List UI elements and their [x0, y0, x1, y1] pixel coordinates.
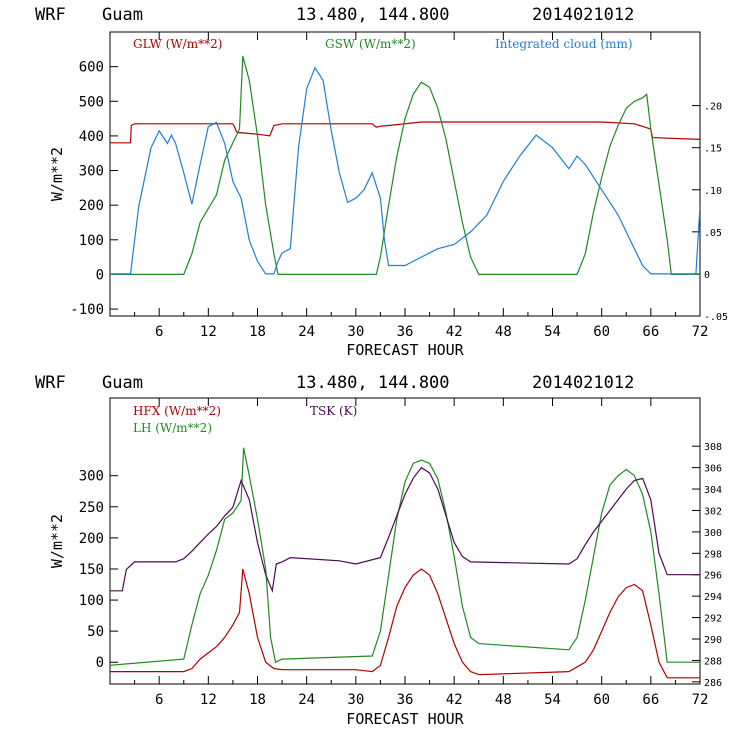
x-axis-label: FORECAST HOUR: [346, 710, 464, 728]
y2-tick-label: 306: [704, 464, 722, 475]
y-tick-label: 250: [79, 500, 104, 516]
y-axis-label: W/m**2: [48, 514, 66, 568]
y-tick-label: 200: [79, 198, 104, 214]
header-location: Guam: [102, 373, 143, 393]
x-tick-label: 18: [249, 692, 266, 708]
x-tick-label: 60: [593, 692, 610, 708]
y2-tick-label: 300: [704, 528, 722, 539]
y-tick-label: 100: [79, 593, 104, 609]
y2-tick-label: 308: [704, 442, 722, 453]
x-tick-label: 36: [397, 324, 414, 340]
top-panel: WRF Guam 13.480, 144.800 2014021012 6 12 18 24 3…: [35, 5, 728, 359]
x-tick-label: 24: [298, 692, 315, 708]
x-tick-label: 48: [495, 324, 512, 340]
x-tick-label: 60: [593, 324, 610, 340]
header-init-time: 2014021012: [532, 373, 634, 393]
x-tick-label: 30: [347, 692, 364, 708]
series-line-lh: [110, 447, 700, 666]
legend-entry-tsk: TSK (K): [310, 404, 357, 418]
y-tick-label: 150: [79, 562, 104, 578]
header-coords: 13.480, 144.800: [296, 5, 450, 25]
x-tick-label: 42: [446, 324, 463, 340]
header-model: WRF: [35, 5, 66, 25]
y-tick-label: -100: [70, 302, 104, 318]
y-tick-label: 500: [79, 94, 104, 110]
y2-tick-label: 286: [704, 678, 722, 689]
y-tick-label: 300: [79, 469, 104, 485]
y2-tick-label: .10: [704, 186, 722, 197]
y-tick-label: 600: [79, 60, 104, 76]
y2-tick-label: 304: [704, 485, 722, 496]
y2-tick-label: 290: [704, 635, 722, 646]
series-line-tsk: [110, 466, 700, 594]
y-tick-label: 300: [79, 164, 104, 180]
x-tick-label: 54: [544, 324, 561, 340]
x-tick-label: 24: [298, 324, 315, 340]
y2-tick-label: 296: [704, 571, 722, 582]
y2-tick-label: 292: [704, 614, 722, 625]
y2-tick-label: -.05: [704, 312, 728, 323]
header-location: Guam: [102, 5, 143, 25]
x-tick-label: 66: [642, 324, 659, 340]
y-tick-label: 100: [79, 233, 104, 249]
y2-tick-label: .20: [704, 102, 722, 113]
x-tick-label: 30: [347, 324, 364, 340]
y2-tick-label: 302: [704, 506, 722, 517]
legend-entry-integrated: Integrated cloud (mm): [495, 37, 633, 51]
x-tick-label: 6: [155, 692, 163, 708]
y2-tick-label: 298: [704, 549, 722, 560]
x-tick-label: 18: [249, 324, 266, 340]
series-line-integrated: [110, 66, 700, 275]
plot-frame: [109, 397, 701, 685]
y2-tick-label: 288: [704, 656, 722, 667]
bottom-panel: WRF Guam 13.480, 144.800 2014021012 6 12 18 24 3…: [35, 373, 722, 728]
x-tick-label: 48: [495, 692, 512, 708]
x-axis-label: FORECAST HOUR: [346, 341, 464, 359]
x-tick-label: 6: [155, 324, 163, 340]
legend-entry-gsw: GSW (W/m**2): [325, 37, 416, 51]
y2-tick-label: 0: [704, 270, 710, 281]
x-tick-label: 66: [642, 692, 659, 708]
y2-tick-label: .15: [704, 144, 722, 155]
series-line-gsw: [110, 56, 700, 275]
y-axis-label: W/m**2: [48, 147, 66, 201]
series-line-hfx: [110, 568, 700, 679]
x-tick-label: 36: [397, 692, 414, 708]
y-tick-label: 50: [87, 624, 104, 640]
series-line-glw: [110, 121, 700, 144]
y-tick-label: 0: [96, 267, 104, 283]
x-tick-label: 42: [446, 692, 463, 708]
header-model: WRF: [35, 373, 66, 393]
x-tick-label: 54: [544, 692, 561, 708]
x-tick-label: 12: [200, 692, 217, 708]
x-tick-label: 12: [200, 324, 217, 340]
y-tick-label: 400: [79, 129, 104, 145]
legend-entry-glw: GLW (W/m**2): [133, 37, 222, 51]
y-tick-label: 200: [79, 531, 104, 547]
y-tick-label: 0: [96, 655, 104, 671]
y2-tick-label: 294: [704, 592, 722, 603]
header-init-time: 2014021012: [532, 5, 634, 25]
x-tick-label: 72: [692, 324, 709, 340]
x-tick-label: 72: [692, 692, 709, 708]
legend-entry-hfx: HFX (W/m**2): [133, 404, 221, 418]
header-coords: 13.480, 144.800: [296, 373, 450, 393]
legend-entry-lh: LH (W/m**2): [133, 421, 212, 435]
y2-tick-label: .05: [704, 228, 722, 239]
